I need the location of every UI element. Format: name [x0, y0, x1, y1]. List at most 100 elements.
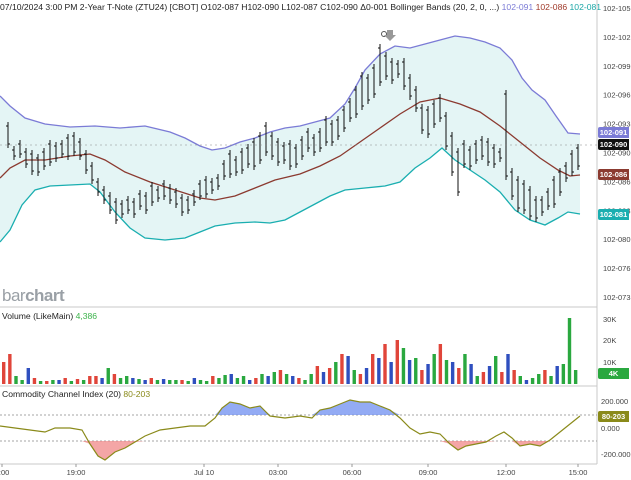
time-axis-label: 09:00 — [419, 468, 438, 477]
volume-bar — [432, 354, 436, 384]
time-axis-label: Jul 10 — [194, 468, 214, 477]
volume-bar — [549, 376, 553, 384]
arrow-down-icon[interactable] — [384, 28, 396, 46]
volume-bar — [149, 378, 153, 384]
volume-bar — [512, 370, 516, 384]
volume-bar — [75, 379, 80, 384]
volume-bar — [192, 378, 197, 384]
header-lower-value: 102-081 — [569, 2, 602, 12]
volume-bar — [14, 376, 18, 384]
header-ohlc: O102-087 H102-090 L102-087 C102-090 Δ0-0… — [200, 2, 388, 12]
volume-bar — [407, 360, 412, 384]
cci-tag: 80-203 — [598, 411, 629, 422]
volume-bar — [321, 372, 326, 384]
volume-bar — [143, 380, 147, 384]
volume-bar — [377, 358, 381, 384]
header-upper-value: 102-091 — [501, 2, 534, 12]
time-axis-label: 19:00 — [67, 468, 86, 477]
high-marker — [381, 31, 387, 37]
volume-bar — [494, 356, 498, 384]
volume-bar — [272, 372, 276, 384]
volume-bar — [543, 370, 547, 384]
volume-bar — [414, 358, 418, 384]
volume-bar — [118, 378, 123, 384]
volume-bar — [537, 374, 541, 384]
volume-bar — [401, 348, 406, 384]
volume-bar — [555, 366, 559, 384]
bollinger-lower-line — [0, 147, 581, 243]
cci-line — [0, 399, 581, 461]
volume-bar — [420, 370, 424, 384]
volume-bar — [500, 372, 504, 384]
volume-bar — [235, 378, 240, 384]
cci-overbought-fill — [0, 400, 580, 415]
header-indicator[interactable]: Bollinger Bands — [390, 2, 451, 12]
volume-axis-label: 20K — [603, 336, 616, 345]
volume-bar — [198, 380, 203, 384]
volume-bar — [63, 378, 67, 384]
price-axis-label: 102-102 — [603, 33, 631, 42]
cci-axis-label: -200.000 — [601, 450, 631, 459]
time-axis-label: 12:00 — [497, 468, 516, 477]
volume-bar — [38, 381, 43, 384]
volume-bar — [530, 378, 535, 384]
volume-axis-label: 10K — [603, 358, 616, 367]
volume-bar — [371, 354, 375, 384]
volume-bar — [217, 378, 221, 384]
volume-bar — [463, 354, 467, 384]
volume-bar — [573, 370, 578, 384]
price-axis-label: 102-090 — [603, 149, 631, 158]
price-axis-label: 102-086 — [603, 177, 631, 186]
volume-bar — [254, 378, 258, 384]
volume-study: (LikeMain) — [33, 311, 74, 321]
volume-bar — [303, 380, 307, 384]
header-indicator-params[interactable]: (20, 2, 0, ...) — [452, 2, 500, 12]
volume-bar — [309, 374, 313, 384]
volume-bar — [223, 375, 227, 384]
volume-bar — [506, 354, 510, 384]
volume-bar — [81, 380, 86, 384]
volume-bar — [174, 380, 178, 384]
header-date: 07/10/2024 3:00 PM — [0, 2, 78, 12]
bollinger-upper-line — [0, 35, 581, 151]
volume-bar — [561, 364, 566, 384]
price-axis-label: 102-099 — [603, 62, 631, 71]
time-axis-label: 6:00 — [0, 468, 9, 477]
volume-bar — [112, 374, 117, 384]
header-symbol[interactable]: 2-Year T-Note (ZTU24) [CBOT] — [79, 2, 199, 12]
volume-bar — [291, 376, 295, 384]
header-mid-value: 102-086 — [535, 2, 568, 12]
volume-bar — [327, 368, 332, 384]
volume-bar — [168, 380, 172, 384]
price-axis-label: 102-080 — [603, 235, 631, 244]
last-price-tag: 102-090 — [598, 139, 629, 150]
price-axis-label: 102-076 — [603, 264, 631, 273]
volume-bar — [364, 368, 369, 384]
volume-bar — [389, 362, 393, 384]
volume-bar — [284, 374, 289, 384]
volume-bar — [241, 376, 246, 384]
volume-bar — [340, 354, 344, 384]
volume-bar — [248, 380, 252, 384]
volume-bar — [32, 378, 37, 384]
cci-title: Commodity Channel Index — [2, 389, 104, 399]
price-axis-label: 102-096 — [603, 91, 631, 100]
volume-bar — [395, 340, 399, 384]
volume-bar — [475, 376, 479, 384]
volume-bar — [567, 318, 572, 384]
cci-label: Commodity Channel Index (20) 80-203 — [2, 389, 150, 399]
volume-bar — [383, 344, 387, 384]
volume-label: Volume (LikeMain) 4,386 — [2, 311, 97, 321]
volume-bar — [481, 372, 486, 384]
cci-value: 80-203 — [123, 389, 151, 399]
volume-title: Volume — [2, 311, 31, 321]
volume-bar — [57, 380, 61, 384]
volume-bar — [297, 378, 301, 384]
volume-axis-label: 30K — [603, 315, 616, 324]
volume-bar — [346, 356, 350, 384]
volume-bar — [524, 380, 529, 384]
volume-bar — [125, 376, 129, 384]
volume-bar — [352, 370, 356, 384]
volume-bar — [211, 376, 215, 384]
